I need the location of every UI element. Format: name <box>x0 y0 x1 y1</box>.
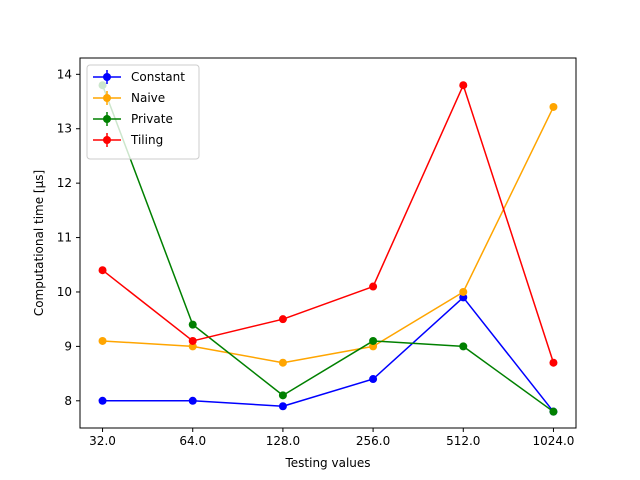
data-point <box>188 336 197 345</box>
data-point <box>98 336 107 345</box>
legend-label: Naive <box>131 91 165 105</box>
series-line <box>101 84 554 413</box>
data-point <box>459 81 468 90</box>
legend-marker <box>103 136 111 144</box>
series-line <box>102 106 555 364</box>
data-point <box>278 358 287 367</box>
y-tick-label: 10 <box>57 285 72 299</box>
y-tick-label: 9 <box>64 339 72 353</box>
series-constant <box>98 293 558 416</box>
x-tick-label: 128.0 <box>266 434 300 448</box>
legend-box <box>86 64 200 160</box>
legend-entry-naive: Naive <box>93 91 165 105</box>
data-point <box>459 287 468 296</box>
data-point <box>369 375 378 384</box>
data-point <box>278 402 287 411</box>
y-tick-label: 13 <box>57 122 72 136</box>
data-point <box>369 336 378 345</box>
x-tick-label: 64.0 <box>179 434 206 448</box>
legend-label: Private <box>131 112 173 126</box>
data-point <box>278 315 287 324</box>
series-line <box>102 296 555 413</box>
series-line <box>102 84 555 363</box>
legend-label: Tiling <box>130 133 163 147</box>
axes: 32.0 64.0 128.0 256.0 512.0 1024.0 8 9 10 11 12 13 1… <box>57 57 577 448</box>
x-tick-label: 32.0 <box>89 434 116 448</box>
legend-label: Constant <box>131 70 185 84</box>
x-tick-label: 256.0 <box>356 434 390 448</box>
series-group <box>98 81 558 416</box>
data-point <box>278 391 287 400</box>
legend-marker <box>103 94 111 102</box>
y-axis-label: Computational time [µs] <box>32 170 46 316</box>
y-tick-label: 11 <box>57 231 72 245</box>
legend-marker <box>103 73 111 81</box>
axes-frame <box>79 57 577 429</box>
data-point <box>188 320 197 329</box>
data-point <box>549 102 558 111</box>
data-point <box>549 358 558 367</box>
data-point <box>549 407 558 416</box>
legend-entry-constant: Constant <box>93 70 185 84</box>
y-tick-label: 8 <box>64 394 72 408</box>
legend-entry-private: Private <box>93 112 173 126</box>
x-tick-label: 1024.0 <box>532 434 574 448</box>
data-point <box>98 266 107 275</box>
y-tick-label: 14 <box>57 67 72 81</box>
data-point <box>459 342 468 351</box>
y-tick-label: 12 <box>57 176 72 190</box>
legend-marker <box>103 115 111 123</box>
legend: Constant Naive Private Tiling <box>86 64 200 160</box>
data-point <box>98 396 107 405</box>
series-tiling <box>98 81 558 367</box>
data-point <box>369 282 378 291</box>
x-tick-label: 512.0 <box>446 434 480 448</box>
x-axis-label: Testing values <box>284 456 370 470</box>
data-point <box>188 396 197 405</box>
legend-entry-tiling: Tiling <box>93 133 163 147</box>
